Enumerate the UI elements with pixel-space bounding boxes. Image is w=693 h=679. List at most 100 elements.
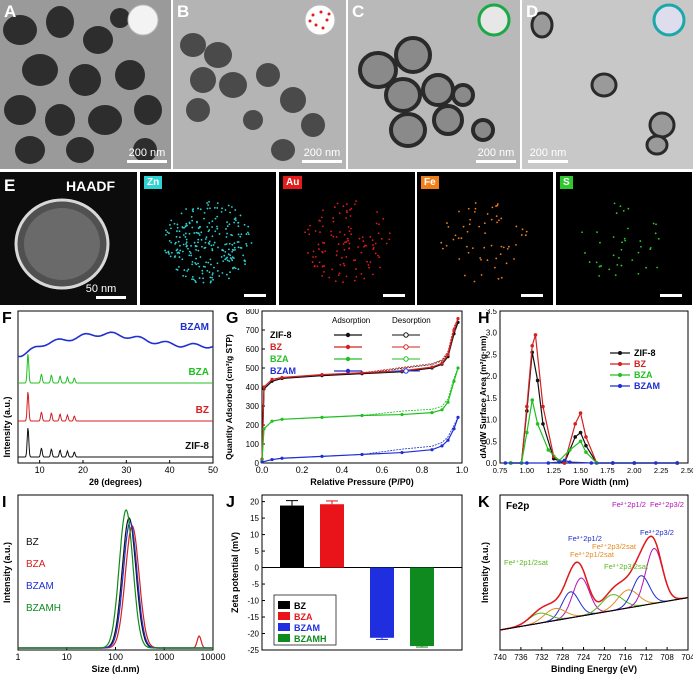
pore-tick-label: 1.50 — [573, 466, 588, 475]
xps-tick-label: 724 — [577, 653, 591, 662]
xps-xlabel: Binding Energy (eV) — [551, 664, 637, 674]
isotherm-xlabel: Relative Pressure (P/P0) — [310, 477, 414, 487]
tem-image-c: C 200 nm — [348, 0, 520, 169]
xps-tick-label: 736 — [514, 653, 528, 662]
panel-label-h: H — [478, 310, 490, 327]
pore-tick-label: 2.0 — [486, 372, 498, 381]
pore-point — [632, 461, 637, 465]
isotherm-point — [360, 452, 364, 457]
dls-tick-label: 1 — [15, 652, 20, 662]
scale-text-a: 200 nm — [128, 147, 166, 159]
eds-map-s: S — [556, 172, 692, 305]
isotherm-point — [446, 438, 450, 442]
xps-frame — [499, 494, 689, 651]
scale-text-d: 200 nm — [529, 147, 567, 159]
isotherm-point — [320, 373, 324, 377]
xrd-tick-label: 40 — [165, 465, 175, 475]
isotherm-legend-marker — [403, 344, 409, 350]
eds-map-zn: Zn — [140, 172, 276, 305]
panel-label-f: F — [2, 310, 12, 327]
isotherm-point — [270, 419, 274, 423]
pore-point — [533, 333, 538, 337]
dls-tick-label: 10 — [62, 652, 72, 662]
pore-legend-marker — [618, 384, 622, 388]
tem-image-d: D 200 nm — [522, 0, 693, 169]
zeta-tick-label: 15 — [250, 514, 259, 523]
panel-label-i: I — [2, 494, 6, 511]
xrd-series-bza — [18, 354, 213, 384]
xps-component — [499, 589, 688, 631]
isotherm-series-bza — [261, 367, 459, 462]
scale-bar-a: 200 nm — [127, 147, 167, 163]
isotherm-point — [262, 385, 266, 389]
eds-scale-bar — [660, 294, 682, 297]
xps-ylabel: Intensity (a.u.) — [480, 542, 490, 603]
eds-dots-s — [581, 202, 660, 277]
pore-tick-label: 3.0 — [486, 329, 498, 338]
pore-point — [578, 439, 583, 444]
isotherm-desorption-bza — [261, 367, 459, 462]
panel-label-g: G — [226, 310, 238, 327]
isotherm-legend-label: BZAM — [270, 366, 296, 376]
isotherm-tick-label: 0.4 — [336, 465, 349, 475]
xps-envelope — [499, 535, 688, 631]
pore-tick-label: 2.50 — [681, 466, 693, 475]
panel-label-b: B — [177, 2, 190, 21]
xps-component — [499, 577, 688, 631]
xps-annotation: Fe²⁺2p1/2sat — [504, 558, 549, 567]
pore-tick-label: 1.75 — [600, 466, 615, 475]
dls-series-bzamh — [18, 509, 213, 649]
tem-particles-b — [180, 4, 336, 161]
isotherm-point — [280, 375, 284, 380]
xrd-tick-label: 50 — [208, 465, 218, 475]
scale-bar-d: 200 nm — [528, 147, 568, 163]
zeta-bar-bzam — [370, 567, 394, 638]
pore-tick-label: 0.75 — [493, 466, 508, 475]
pore-legend-marker — [618, 373, 622, 377]
pore-legend-marker — [618, 351, 622, 355]
isotherm-legend-marker — [345, 368, 351, 374]
pore-point — [546, 461, 551, 465]
pore-point — [584, 443, 588, 448]
isotherm-tick-label: 300 — [246, 402, 260, 411]
pore-legend-label: ZIF-8 — [634, 348, 656, 358]
scale-text-c: 200 nm — [477, 147, 515, 159]
xps-annotation: Fe²⁺2p1/2 — [612, 500, 646, 509]
isotherm-point — [456, 317, 460, 321]
zeta-bar-bza — [320, 504, 344, 568]
pore-series-bza — [510, 399, 678, 464]
panel-label-e: E — [4, 176, 16, 195]
xps-annotation: Fe³⁺2p3/2 — [640, 528, 674, 537]
isotherm-point — [430, 448, 434, 452]
eds-dots-zn — [164, 200, 253, 284]
pore-point — [546, 448, 551, 452]
pore-point — [653, 461, 658, 465]
isotherm-tick-label: 600 — [246, 345, 260, 354]
pore-tick-label: 0.0 — [486, 459, 498, 468]
xps-annotation: Fe³⁺2p1/2sat — [570, 550, 615, 559]
xps-baseline — [499, 597, 689, 631]
isotherm-point — [456, 415, 460, 419]
xps-tick-label: 732 — [535, 653, 549, 662]
isotherm-legend-label: BZA — [270, 354, 289, 364]
xrd-series-zif-8 — [18, 428, 213, 458]
pore-point — [584, 435, 588, 439]
scale-bar-b: 200 nm — [302, 147, 342, 163]
xps-tick-label: 740 — [493, 653, 507, 662]
zeta-tick-label: 5 — [255, 547, 260, 556]
pore-tick-label: 3.5 — [486, 309, 498, 316]
pore-point — [525, 404, 529, 409]
pore-tick-label: 1.25 — [546, 466, 561, 475]
isotherm-legend-header: Desorption — [392, 316, 431, 325]
zeta-tick-label: -25 — [247, 646, 259, 655]
isotherm-point — [360, 413, 364, 418]
isotherm-point — [280, 417, 284, 421]
zeta-tick-label: -15 — [247, 613, 259, 622]
isotherm-point — [446, 353, 450, 357]
pore-point — [541, 404, 545, 409]
isotherm-tick-label: 0.2 — [296, 465, 309, 475]
isotherm-legend-label: BZ — [270, 342, 282, 352]
xps-annotation: Fe²⁺2p3/2sat — [592, 542, 637, 551]
xrd-series-bz — [18, 392, 213, 422]
isotherm-point — [400, 412, 404, 417]
